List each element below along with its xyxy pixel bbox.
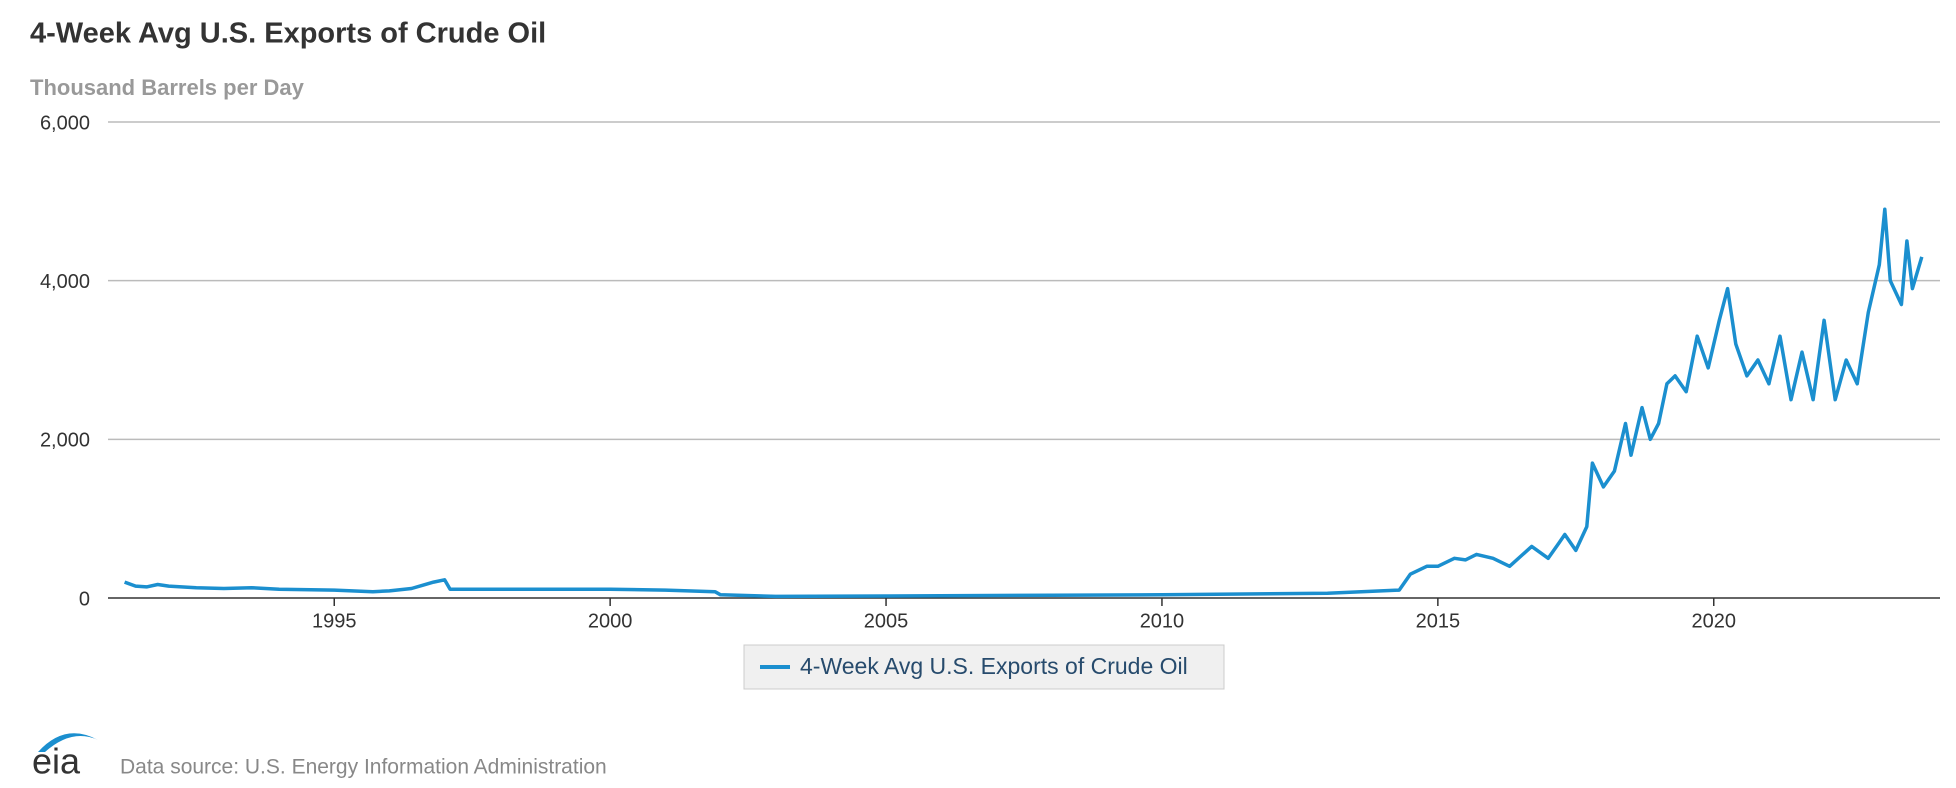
- x-tick-label: 1995: [312, 610, 357, 632]
- x-tick-label: 2005: [864, 610, 909, 632]
- data-line: [124, 207, 1924, 599]
- x-tick-label: 2000: [588, 610, 633, 632]
- x-tick-label: 2020: [1692, 610, 1737, 632]
- logo-swoosh: [38, 733, 98, 752]
- legend-label: 4-Week Avg U.S. Exports of Crude Oil: [800, 653, 1188, 679]
- source: Data source: U.S. Energy Information Adm…: [120, 756, 607, 779]
- x-tick-label: 2010: [1140, 610, 1185, 632]
- y-tick-label: 2,000: [40, 430, 90, 452]
- legend-box: [743, 644, 1225, 690]
- chart-title: 4-Week Avg U.S. Exports of Crude Oil: [30, 18, 546, 50]
- chart-subtitle: Thousand Barrels per Day: [30, 75, 305, 100]
- y-tick-label: 0: [79, 588, 90, 610]
- x-tick-label: 2015: [1416, 610, 1461, 632]
- logo: eia: [32, 741, 81, 782]
- y-tick-label: 6,000: [40, 112, 90, 134]
- y-tick-label: 4,000: [40, 271, 90, 293]
